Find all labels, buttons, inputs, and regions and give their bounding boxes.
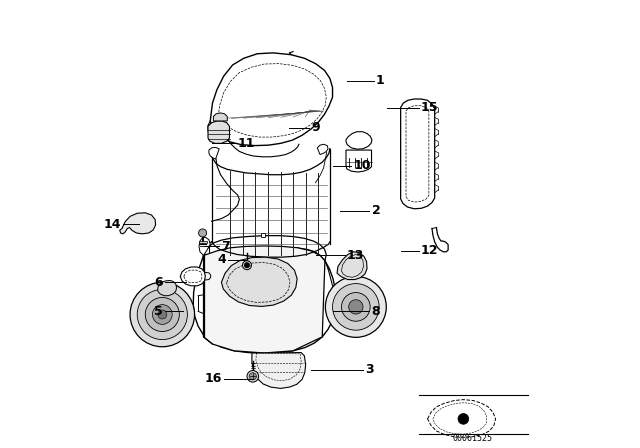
Circle shape bbox=[130, 282, 195, 347]
Circle shape bbox=[243, 261, 252, 270]
Text: 9: 9 bbox=[311, 121, 319, 134]
Text: 11: 11 bbox=[237, 137, 255, 150]
Circle shape bbox=[247, 370, 259, 382]
Polygon shape bbox=[198, 241, 207, 243]
Text: 5: 5 bbox=[154, 305, 163, 318]
Polygon shape bbox=[317, 144, 328, 155]
Circle shape bbox=[137, 289, 188, 340]
Polygon shape bbox=[346, 150, 371, 172]
Circle shape bbox=[325, 276, 387, 337]
Text: 16: 16 bbox=[204, 372, 221, 385]
Polygon shape bbox=[346, 132, 372, 149]
Polygon shape bbox=[204, 246, 325, 353]
Polygon shape bbox=[210, 53, 333, 146]
Polygon shape bbox=[213, 113, 227, 121]
Text: 6: 6 bbox=[155, 276, 163, 289]
Text: 10: 10 bbox=[353, 159, 371, 172]
Text: 00061525: 00061525 bbox=[452, 434, 492, 443]
Text: 2: 2 bbox=[371, 204, 380, 217]
Polygon shape bbox=[428, 400, 495, 437]
Circle shape bbox=[198, 229, 207, 237]
Polygon shape bbox=[158, 280, 177, 296]
Circle shape bbox=[244, 263, 250, 268]
Polygon shape bbox=[193, 248, 336, 353]
Polygon shape bbox=[221, 257, 297, 306]
Text: 12: 12 bbox=[421, 244, 438, 258]
Circle shape bbox=[349, 300, 363, 314]
Text: 13: 13 bbox=[347, 249, 364, 262]
Polygon shape bbox=[337, 252, 367, 280]
Circle shape bbox=[152, 305, 172, 324]
Circle shape bbox=[458, 414, 468, 424]
Circle shape bbox=[333, 284, 379, 330]
Text: 4: 4 bbox=[217, 253, 226, 267]
Polygon shape bbox=[180, 267, 205, 286]
Circle shape bbox=[158, 310, 167, 319]
Polygon shape bbox=[120, 213, 156, 234]
Text: 7: 7 bbox=[221, 240, 230, 253]
Text: 8: 8 bbox=[371, 305, 380, 318]
Polygon shape bbox=[252, 353, 306, 388]
Polygon shape bbox=[199, 237, 210, 255]
Circle shape bbox=[249, 373, 257, 380]
Polygon shape bbox=[209, 147, 220, 159]
Polygon shape bbox=[261, 233, 266, 237]
Text: 3: 3 bbox=[365, 363, 373, 376]
Polygon shape bbox=[401, 99, 435, 209]
Text: 14: 14 bbox=[103, 217, 121, 231]
Text: 1: 1 bbox=[376, 74, 385, 87]
Circle shape bbox=[342, 293, 370, 321]
Text: 15: 15 bbox=[421, 101, 438, 114]
Circle shape bbox=[145, 297, 179, 332]
Polygon shape bbox=[208, 121, 230, 143]
